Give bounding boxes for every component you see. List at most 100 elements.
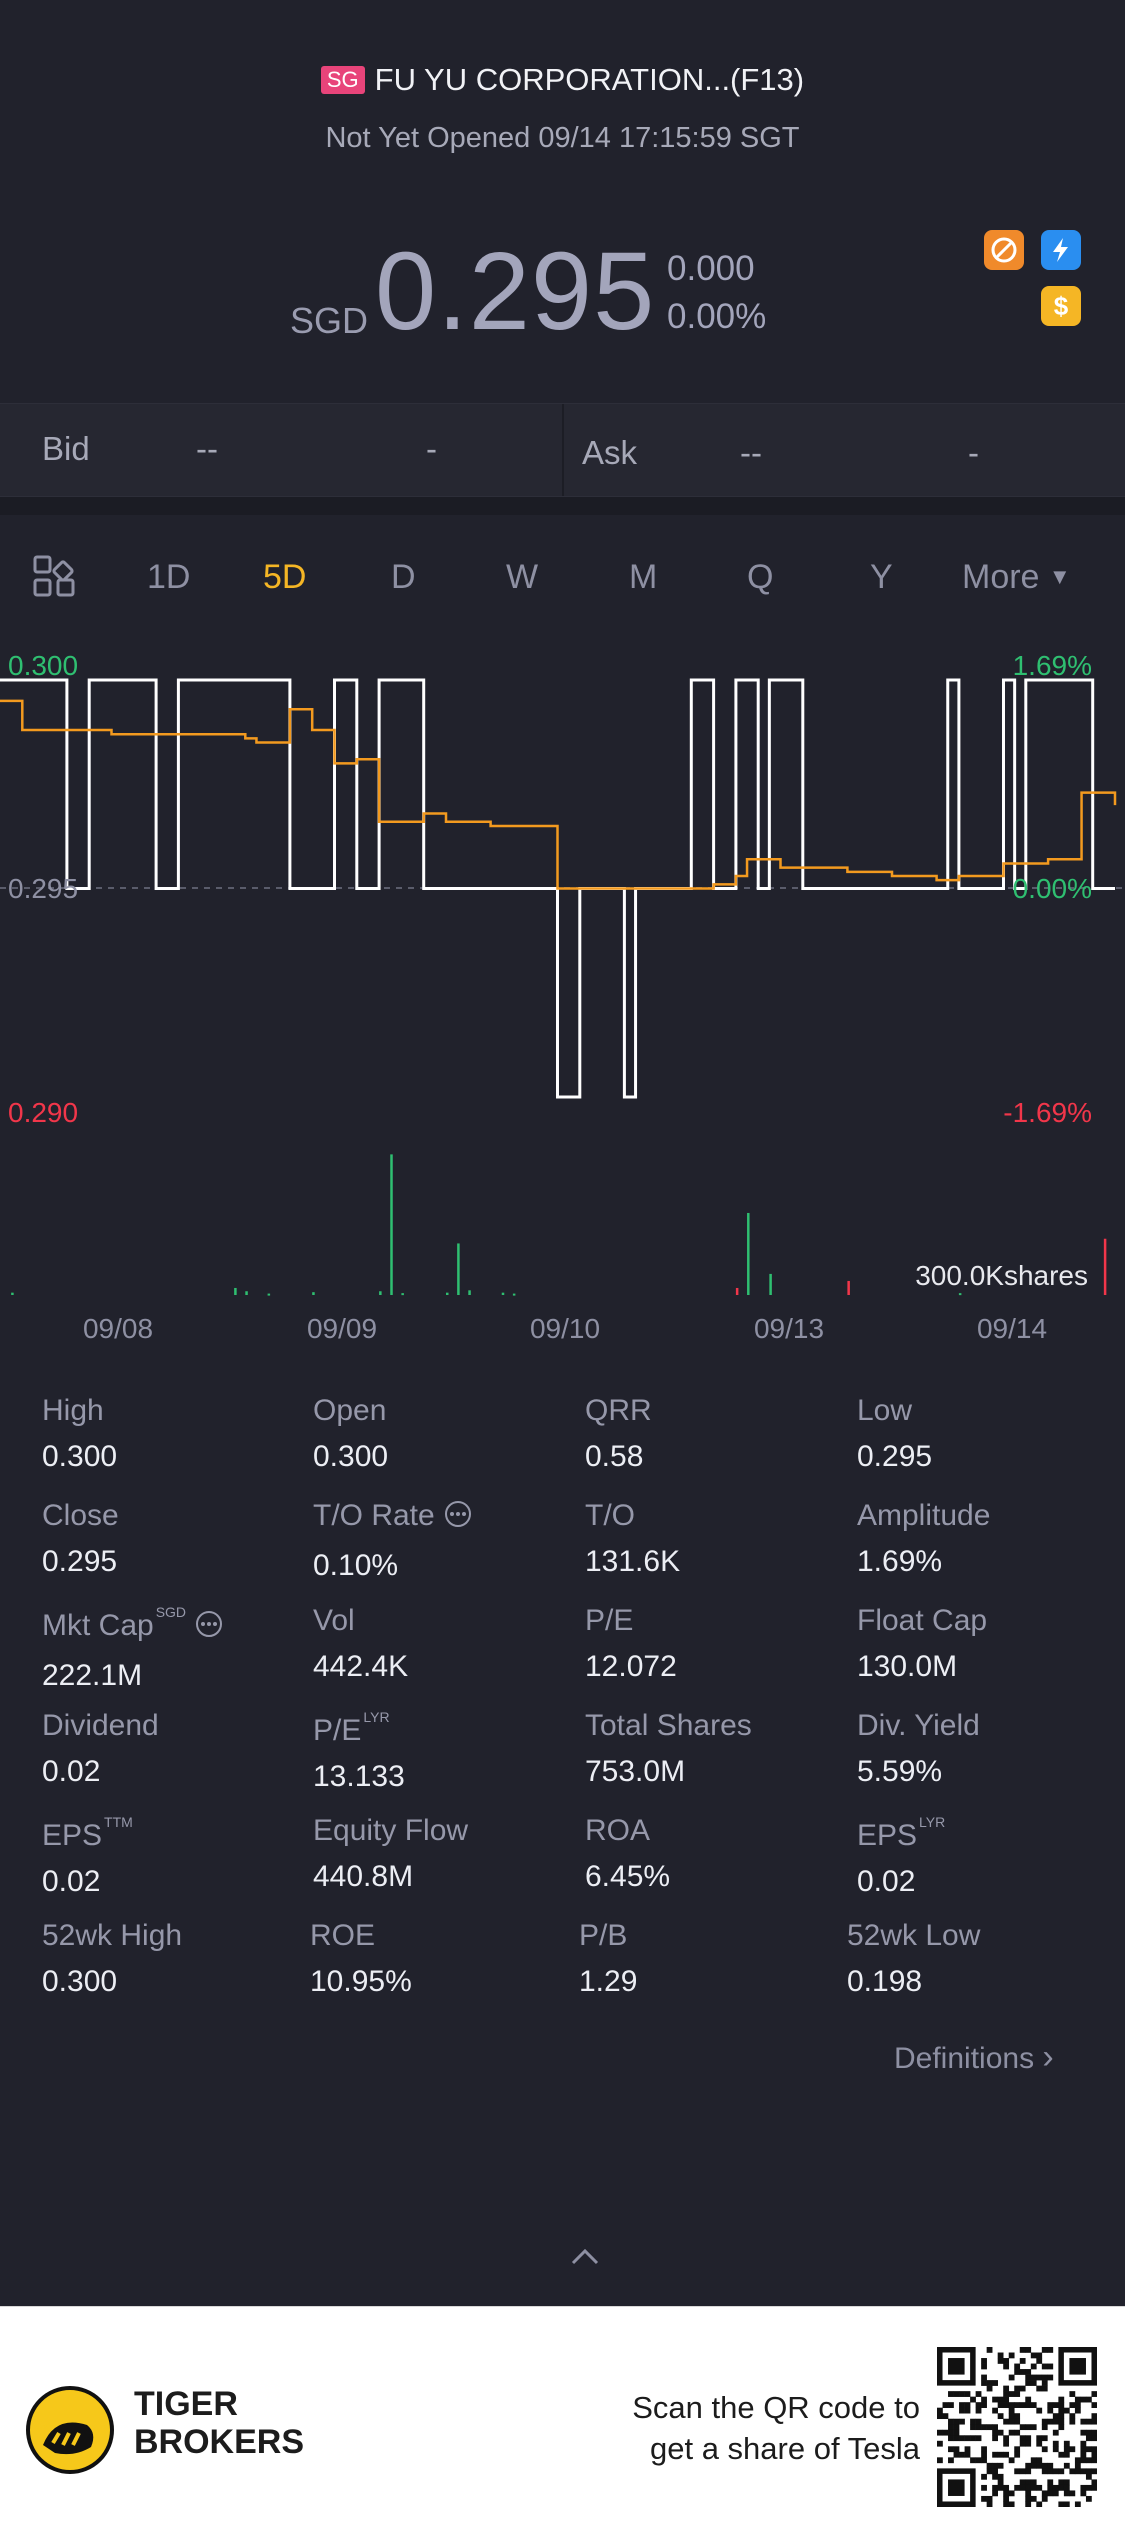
stat-label: Total Shares [585,1709,752,1743]
volume-bar [11,1292,14,1295]
stat-value: 440.8M [313,1860,414,1893]
tab-1d[interactable]: 1D [147,558,191,596]
x-tick-label: 09/09 [307,1313,377,1344]
stat-value: 753.0M [585,1755,686,1788]
stat-label-text: ROA [585,1814,651,1847]
stat-label-text: 52wk High [42,1919,183,1952]
stat-label: 52wk High [42,1919,182,1953]
stat-value: 0.295 [42,1545,118,1578]
stat-label: T/O [585,1499,680,1533]
brand-line2: BROKERS [134,2423,305,2461]
stat-label-text: EPS [857,1819,918,1852]
stat-label-text: P/E [585,1604,634,1637]
stat-label: Dividend [42,1709,159,1743]
stat-cell: P/E LYR 13.133 [313,1709,405,1794]
stat-value: 0.300 [313,1440,389,1473]
stat-label-sup: SGD [155,1604,187,1620]
lightning-icon[interactable] [1041,230,1081,270]
stat-value: 5.59% [857,1755,943,1788]
y-tick-left: 0.290 [8,1097,78,1128]
stat-cell: Div. Yield 5.59% [857,1709,980,1789]
stat-cell: Mkt Cap SGD 222.1M [42,1604,224,1693]
tab-5d[interactable]: 5D [263,558,307,596]
stat-label: QRR [585,1394,652,1428]
stat-label-sup: LYR [919,1814,946,1830]
volume-bar [512,1293,516,1296]
market-badge: SG [320,66,365,94]
y-tick-right: 1.69% [1013,650,1092,681]
stat-label: Equity Flow [313,1814,468,1848]
volume-bar [847,1280,850,1295]
stat-label: T/O Rate [313,1499,473,1537]
tab-more[interactable]: More ▼ [962,558,1071,597]
stat-cell: QRR 0.58 [585,1394,652,1474]
price-change: 0.000 [667,249,755,288]
tab-q[interactable]: Q [747,558,774,596]
volume-scale-label: 300.0Kshares [915,1260,1088,1291]
stat-cell: P/B 1.29 [579,1919,637,1999]
dollar-icon[interactable]: $ [1041,286,1081,326]
price-change-pct: 0.00% [667,297,767,336]
stat-value: 0.58 [585,1440,644,1473]
volume-bar [958,1293,962,1296]
no-short-icon[interactable] [984,230,1024,270]
stat-label: Float Cap [857,1604,987,1638]
stat-value: 0.02 [42,1865,101,1898]
stat-label: ROA [585,1814,670,1848]
tab-d[interactable]: D [391,558,416,596]
volume-bar [379,1291,382,1295]
volume-bar [234,1287,237,1295]
ask-label: Ask [582,434,638,471]
stat-cell: T/O 131.6K [585,1499,680,1579]
promo-line2: get a share of Tesla [650,2431,920,2466]
more-info-icon[interactable] [443,1501,473,1536]
stat-cell: 52wk Low 0.198 [847,1919,980,1999]
tab-w[interactable]: W [506,558,539,596]
stat-label-text: Dividend [42,1709,159,1742]
volume-bar [1103,1238,1107,1295]
tiger-logo-icon [25,2385,115,2480]
y-tick-right: 0.00% [1013,873,1092,904]
definitions-link[interactable]: Definitions › [894,2038,1054,2077]
last-price: 0.295 [375,230,656,353]
section-divider [0,497,1125,515]
stat-value: 442.4K [313,1650,409,1683]
x-tick-label: 09/10 [530,1313,600,1344]
stock-title[interactable]: SG FU YU CORPORATION...(F13) [0,62,1125,98]
stat-cell: EPS LYR 0.02 [857,1814,945,1899]
stat-value: 6.45% [585,1860,671,1893]
price-change-block: 0.000 0.00% [667,245,766,341]
tab-m[interactable]: M [629,558,658,596]
stat-cell: P/E 12.072 [585,1604,677,1684]
price-chart[interactable]: 0.300 0.295 0.290 1.69% 0.00% -1.69% 300.0Ksha… [0,630,1125,1350]
stat-value: 0.10% [313,1549,399,1582]
stat-label-text: EPS [42,1819,103,1852]
y-tick-left: 0.300 [8,650,78,681]
stat-cell: Vol 442.4K [313,1604,408,1684]
volume-bar [446,1292,449,1295]
more-info-icon[interactable] [194,1611,224,1646]
definitions-label: Definitions [894,2042,1035,2075]
tab-y[interactable]: Y [870,558,893,596]
stat-label-text: ROE [310,1919,376,1952]
layout-grid-icon[interactable] [32,554,76,603]
stat-cell: Total Shares 753.0M [585,1709,752,1789]
stat-label-text: Mkt Cap [42,1609,154,1642]
stat-value: 1.69% [857,1545,943,1578]
bid-label: Bid [42,430,90,467]
volume-bar [735,1287,739,1295]
series-line-orange [0,699,1117,890]
stat-cell: Dividend 0.02 [42,1709,159,1789]
stat-value: 222.1M [42,1659,143,1692]
stat-value: 0.300 [42,1440,118,1473]
stat-cell: Open 0.300 [313,1394,388,1474]
stat-cell: Amplitude 1.69% [857,1499,990,1579]
stat-value: 0.02 [42,1755,101,1788]
stat-label: Vol [313,1604,408,1638]
brand-line1: TIGER [134,2385,238,2423]
chevron-up-icon[interactable] [570,2246,600,2271]
promo-footer: TIGER BROKERS Scan the QR code to get a … [0,2306,1125,2540]
stat-label-text: Amplitude [857,1499,991,1532]
stat-value: 0.198 [847,1965,923,1998]
stat-label-text: Float Cap [857,1604,988,1637]
